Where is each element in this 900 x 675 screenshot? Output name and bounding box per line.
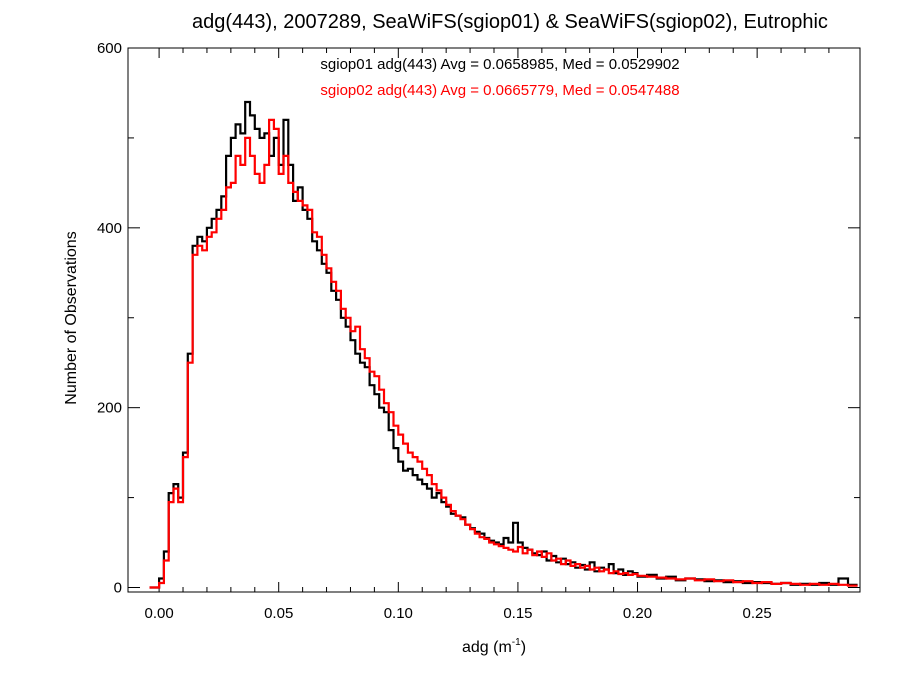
x-tick-label: 0.20 — [623, 605, 652, 622]
series-layer — [149, 100, 858, 589]
y-tick-label: 400 — [97, 220, 122, 237]
legend-entry-sgiop01: sgiop01 adg(443) Avg = 0.0658985, Med = … — [320, 56, 679, 73]
x-axis-label-superscript: -1 — [512, 637, 521, 648]
plot-frame — [127, 47, 861, 593]
x-tick-label: 0.10 — [384, 605, 413, 622]
y-tick-label: 600 — [97, 40, 122, 57]
x-tick-label: 0.05 — [264, 605, 293, 622]
y-axis: 0 200 400 600 — [97, 40, 860, 597]
chart-title: adg(443), 2007289, SeaWiFS(sgiop01) & Se… — [192, 11, 828, 33]
x-tick-label: 0.15 — [503, 605, 532, 622]
x-tick-label: 0.00 — [144, 605, 173, 622]
y-tick-label: 200 — [97, 400, 122, 417]
x-axis-label-close: ) — [521, 639, 526, 656]
x-axis-label: adg (m-1) — [462, 637, 526, 656]
legend-entry-sgiop02: sgiop02 adg(443) Avg = 0.0665779, Med = … — [320, 82, 679, 99]
x-axis-label-main: adg (m — [462, 639, 512, 656]
y-axis-label: Number of Observations — [63, 231, 80, 404]
x-axis: 0.00 0.05 0.10 0.15 0.20 0.25 — [144, 48, 830, 622]
y-tick-label: 0 — [114, 580, 122, 597]
series-line-sgiop02 — [149, 118, 858, 589]
x-tick-label: 0.25 — [743, 605, 772, 622]
